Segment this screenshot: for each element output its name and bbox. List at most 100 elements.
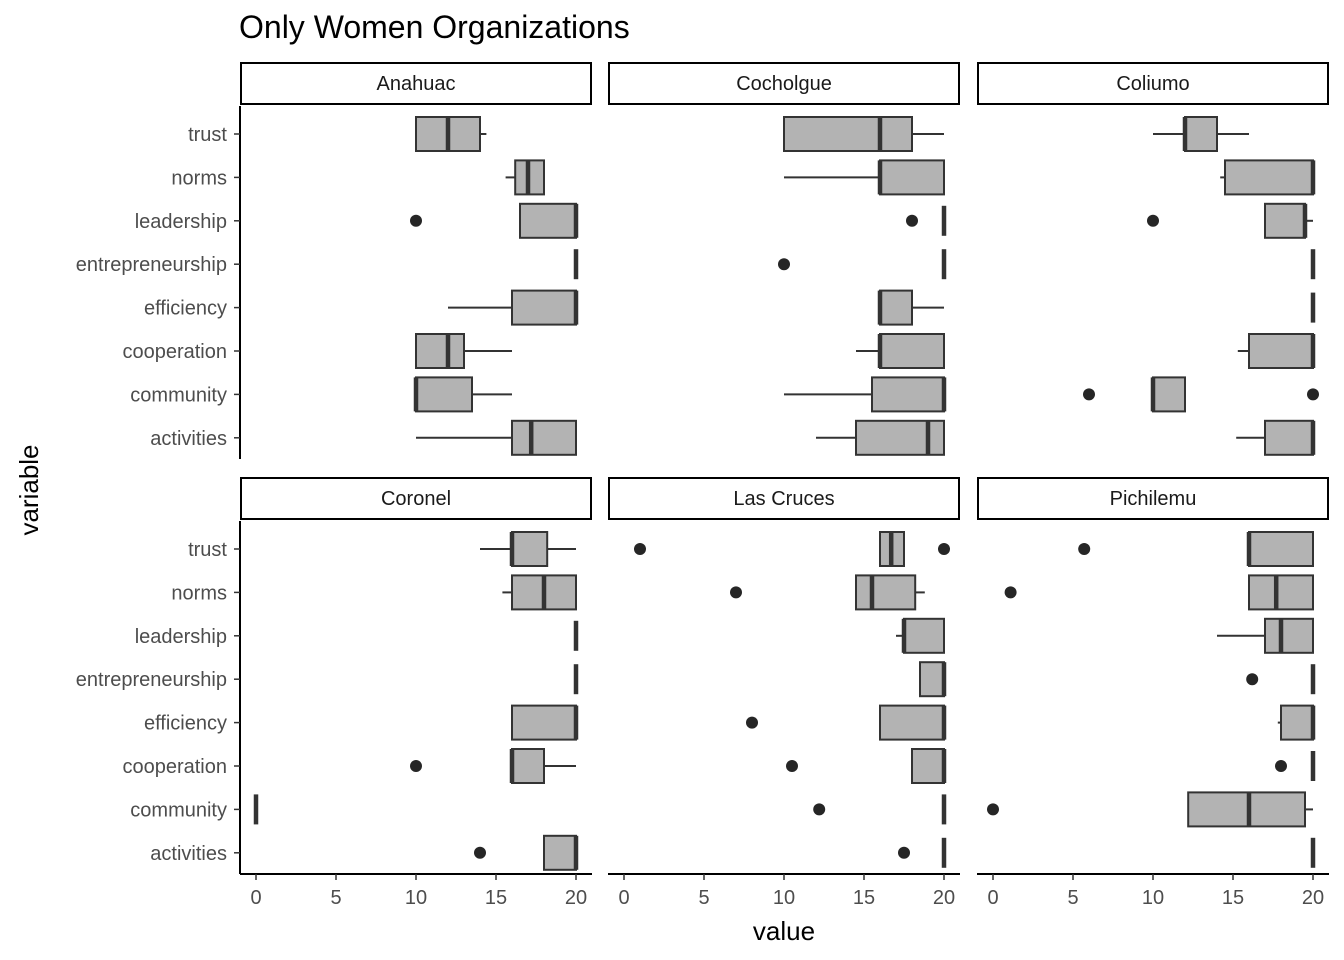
box-activities (816, 419, 945, 456)
facet-strip-label: Cocholgue (736, 73, 832, 95)
x-tick-label: 20 (565, 887, 587, 909)
chart-title: Only Women Organizations (239, 9, 630, 45)
box-cooperation (410, 748, 576, 784)
iqr-box (783, 116, 913, 152)
facet-strip (608, 477, 960, 520)
y-tick-label: trust (188, 124, 227, 146)
iqr-box (511, 531, 549, 567)
x-tick-label: 10 (773, 887, 795, 909)
y-tick-label: norms (171, 167, 227, 189)
iqr-box (1248, 333, 1314, 369)
facet-strip (977, 62, 1329, 105)
y-tick-label: entrepreneurship (76, 669, 227, 691)
box-cooperation (415, 333, 512, 369)
outlier-point (1275, 760, 1287, 772)
iqr-box (1280, 704, 1314, 741)
x-tick-label: 10 (405, 887, 427, 909)
iqr-box (879, 159, 945, 196)
outlier-point (410, 214, 422, 227)
box-trust (480, 531, 576, 567)
iqr-box (919, 661, 945, 698)
facet-strip-label: Pichilemu (1110, 488, 1197, 510)
facet-strip-label: Coliumo (1116, 73, 1189, 95)
box-activities (1236, 419, 1316, 456)
iqr-box (1224, 159, 1314, 196)
x-tick-label: 20 (1302, 887, 1324, 909)
iqr-box (519, 202, 577, 239)
outlier-point (813, 803, 826, 816)
iqr-box (543, 834, 577, 871)
iqr-box (1152, 376, 1186, 413)
outlier-point (1147, 214, 1159, 227)
facet-strip-label: Anahuac (377, 73, 456, 95)
y-tick-label: norms (171, 582, 227, 604)
facet-panel: Las Cruces 0 5 10 15 20 (608, 477, 960, 909)
iqr-box (511, 289, 577, 326)
x-tick-label: 0 (250, 887, 261, 909)
outlier-point (1083, 388, 1095, 401)
facet-panel: Coronel trust norms leadership entrepreneurs… (76, 477, 592, 909)
y-tick-label: entrepreneurship (76, 254, 227, 276)
outlier-point (1004, 586, 1017, 599)
y-tick-label: efficiency (144, 298, 227, 320)
y-tick-label: activities (150, 843, 227, 865)
box-activities (416, 419, 577, 456)
x-tick-label: 15 (1222, 887, 1244, 909)
iqr-box (871, 376, 945, 413)
box-community (813, 794, 947, 825)
y-tick-label: leadership (135, 211, 227, 233)
facet-strip-label: Las Cruces (733, 488, 834, 510)
outlier-point (786, 760, 798, 772)
box-entrepreneurship (919, 661, 947, 698)
box-leadership (896, 617, 945, 654)
x-tick-label: 5 (1067, 887, 1078, 909)
box-community (784, 376, 947, 413)
iqr-box (511, 704, 577, 741)
outlier-point (634, 543, 646, 555)
x-tick-label: 10 (1142, 887, 1164, 909)
iqr-box (511, 419, 577, 456)
box-norms (730, 574, 925, 611)
box-trust (1153, 116, 1249, 152)
y-tick-label: trust (188, 539, 227, 561)
y-tick-label: cooperation (122, 756, 227, 778)
box-trust (634, 531, 950, 567)
outlier-point (410, 760, 422, 772)
box-cooperation (1275, 751, 1316, 781)
x-tick-label: 5 (698, 887, 709, 909)
outlier-point (906, 214, 918, 227)
outlier-point (746, 716, 758, 729)
box-norms (505, 159, 546, 196)
facet-panel: Anahuac trust norms leadership entrepreneurs… (76, 62, 592, 459)
facet-strip (240, 477, 592, 520)
box-efficiency (448, 289, 579, 326)
box-trust (1078, 531, 1314, 567)
outlier-point (987, 803, 999, 816)
box-trust (415, 116, 487, 152)
box-community (413, 376, 512, 413)
box-norms (502, 574, 577, 611)
y-tick-label: community (130, 799, 227, 821)
outlier-point (1246, 673, 1259, 686)
facet-panel: Coliumo (977, 62, 1329, 456)
iqr-box (1184, 116, 1218, 152)
x-tick-label: 5 (330, 887, 341, 909)
iqr-box (415, 333, 465, 369)
box-efficiency (746, 704, 947, 741)
iqr-box (855, 419, 945, 456)
iqr-box (911, 748, 945, 784)
facet-strip (608, 62, 960, 105)
iqr-box (855, 574, 917, 611)
box-efficiency (1277, 704, 1316, 741)
box-norms (1220, 159, 1316, 196)
box-norms (1004, 574, 1314, 611)
box-cooperation (786, 748, 947, 784)
outlier-point (938, 543, 950, 555)
box-leadership (906, 205, 947, 236)
box-leadership (410, 202, 579, 239)
x-tick-label: 0 (618, 887, 629, 909)
iqr-box (1264, 419, 1314, 456)
facet-panel: Cocholgue (608, 62, 960, 456)
box-entrepreneurship (1246, 664, 1316, 695)
